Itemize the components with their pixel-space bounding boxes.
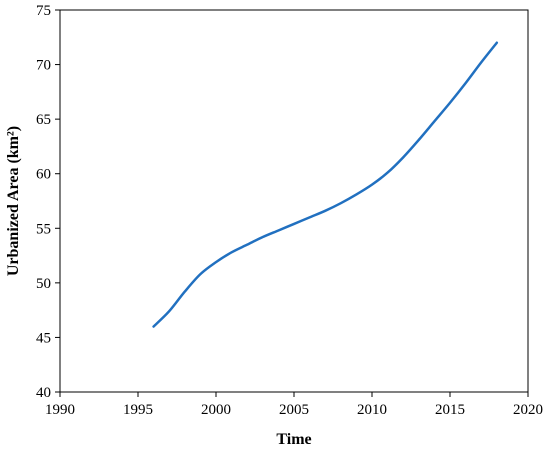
y-tick-label: 65 [36,112,51,128]
x-tick-label: 2000 [201,402,231,418]
x-axis: 1990 1995 2000 2005 2010 2015 2020 [45,392,543,418]
x-tick-label: 2010 [357,402,387,418]
x-tick-label: 2005 [279,402,309,418]
x-tick-label: 1995 [123,402,153,418]
x-tick-label: 2020 [513,402,543,418]
y-tick-label: 70 [36,58,51,74]
series-line [152,41,499,328]
series-layer [152,41,499,328]
y-tick-label: 75 [36,3,51,19]
x-axis-title: Time [276,431,311,448]
y-tick-label: 40 [36,385,51,401]
y-tick-label: 60 [36,167,51,183]
y-tick-label: 55 [36,221,51,237]
y-tick-label: 45 [36,330,51,346]
y-axis: 40 45 50 55 60 65 70 75 [36,3,60,401]
plot-frame [59,9,529,393]
x-tick-label: 2015 [435,402,465,418]
y-tick-label: 50 [36,276,51,292]
plot-area [59,9,529,393]
x-tick-label: 1990 [45,402,75,418]
y-axis-title: Urbanized Area (km²) [5,126,22,276]
